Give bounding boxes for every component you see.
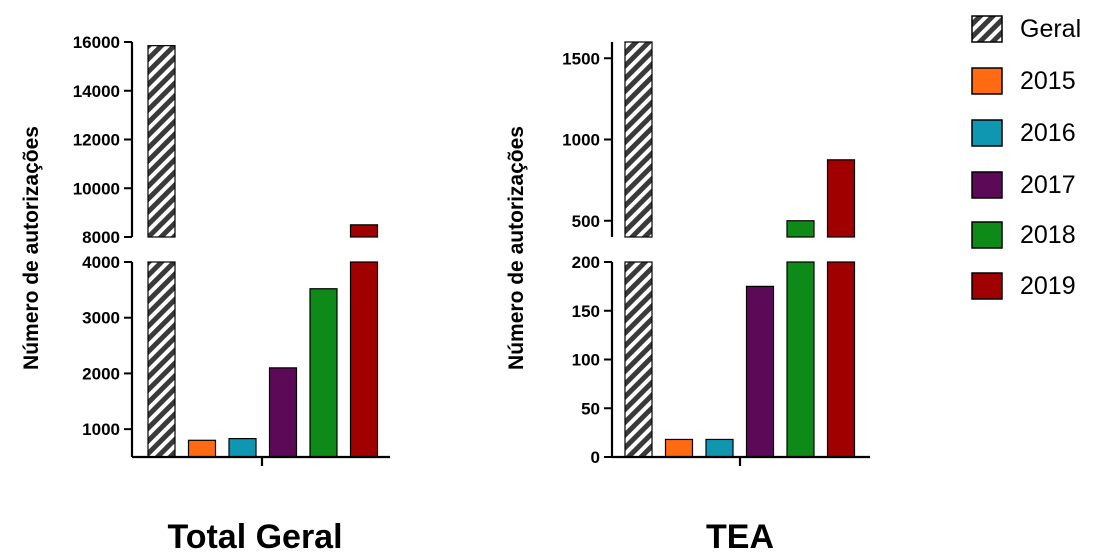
legend-swatch <box>971 15 1003 43</box>
y-tick-label: 1000 <box>82 420 120 439</box>
bar-2019-lower <box>349 261 379 458</box>
y-tick-label: 3000 <box>82 309 120 328</box>
y-tick-label: 14000 <box>73 82 120 101</box>
legend-label: 2015 <box>1020 67 1076 95</box>
legend-item-2017: 2017 <box>971 171 1076 199</box>
legend-swatch <box>971 171 1003 199</box>
bar-2017 <box>745 285 775 458</box>
y-tick-label: 12000 <box>73 131 120 150</box>
axes <box>610 42 870 466</box>
bars <box>147 45 379 458</box>
y-ticks-lower: 1000 2000 3000 4000 <box>82 253 132 439</box>
y-tick-label: 10000 <box>73 179 120 198</box>
bar-2019-lower <box>826 261 856 458</box>
y-tick-label: 16000 <box>73 33 120 52</box>
legend-label: 2018 <box>1020 221 1076 249</box>
bar-2019-upper <box>349 224 379 238</box>
bar-2016 <box>705 438 734 458</box>
bar-geral-upper <box>624 41 653 238</box>
y-tick-label: 150 <box>572 302 600 321</box>
y-tick-label: 8000 <box>82 228 120 247</box>
legend: Geral 2015 2016 2017 2018 2019 <box>971 15 1081 300</box>
bar-2018-upper <box>786 220 815 238</box>
bar-2015 <box>187 439 217 458</box>
bar-2016 <box>228 438 257 458</box>
legend-swatch <box>971 221 1003 249</box>
y-tick-label: 1000 <box>562 131 600 150</box>
bar-2018 <box>309 288 338 458</box>
chart-total-geral: Número de autorizações 8000 10000 12000 140… <box>20 33 390 556</box>
legend-swatch <box>971 119 1003 147</box>
legend-item-2019: 2019 <box>971 272 1076 300</box>
legend-label: Geral <box>1020 15 1081 43</box>
y-axis-label: Número de autorizações <box>20 126 43 370</box>
y-tick-label: 0 <box>591 448 600 467</box>
y-tick-label: 2000 <box>82 364 120 383</box>
bar-geral-upper <box>147 45 176 238</box>
bar-2019-upper <box>826 159 856 238</box>
y-tick-label: 50 <box>581 399 600 418</box>
axes <box>130 42 390 466</box>
legend-label: 2019 <box>1020 272 1076 300</box>
legend-swatch <box>971 67 1003 95</box>
bar-geral-lower <box>147 261 176 458</box>
bar-2015 <box>664 438 694 458</box>
y-tick-label: 100 <box>572 351 600 370</box>
legend-label: 2017 <box>1020 171 1076 199</box>
chart-title: Total Geral <box>167 518 342 556</box>
legend-label: 2016 <box>1020 119 1076 147</box>
bar-geral-lower <box>624 261 653 458</box>
legend-item-2015: 2015 <box>971 67 1076 95</box>
y-tick-label: 200 <box>572 253 600 272</box>
y-tick-label: 500 <box>572 212 600 231</box>
bar-2018-lower <box>786 261 815 458</box>
y-tick-label: 4000 <box>82 253 120 272</box>
legend-item-2018: 2018 <box>971 221 1076 249</box>
y-axis-label: Número de autorizações <box>505 126 528 370</box>
chart-tea: Número de autorizações 500 1000 1500 0 50 10… <box>505 41 870 556</box>
legend-swatch <box>971 272 1003 300</box>
y-ticks-upper: 500 1000 1500 <box>562 49 612 231</box>
chart-title: TEA <box>706 518 774 556</box>
bars <box>624 41 856 458</box>
legend-item-geral: Geral <box>971 15 1081 43</box>
bar-2017 <box>268 367 298 458</box>
y-ticks-lower: 0 50 100 150 200 <box>572 253 612 467</box>
y-ticks-upper: 8000 10000 12000 14000 16000 <box>73 33 132 247</box>
y-tick-label: 1500 <box>562 49 600 68</box>
legend-item-2016: 2016 <box>971 119 1076 147</box>
